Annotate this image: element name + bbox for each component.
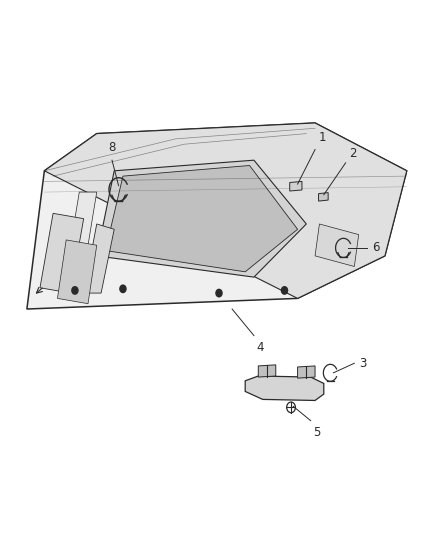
Text: 1: 1 [318,131,326,144]
Polygon shape [84,224,114,293]
Text: 5: 5 [313,426,321,439]
Circle shape [216,289,222,297]
Polygon shape [44,123,407,298]
Polygon shape [258,365,276,377]
Text: 6: 6 [372,241,379,254]
Polygon shape [106,165,297,272]
Polygon shape [290,181,302,191]
Text: 8: 8 [108,141,116,154]
Text: 4: 4 [256,341,264,354]
Text: 3: 3 [359,357,366,370]
Polygon shape [318,192,328,201]
Polygon shape [62,192,97,298]
Polygon shape [97,160,306,277]
Polygon shape [57,240,97,304]
Text: 2: 2 [349,147,357,160]
Circle shape [120,285,126,293]
Polygon shape [315,224,359,266]
Polygon shape [245,376,324,400]
Polygon shape [297,366,315,378]
Polygon shape [27,123,407,309]
Circle shape [282,287,288,294]
Circle shape [72,287,78,294]
Polygon shape [40,213,84,293]
